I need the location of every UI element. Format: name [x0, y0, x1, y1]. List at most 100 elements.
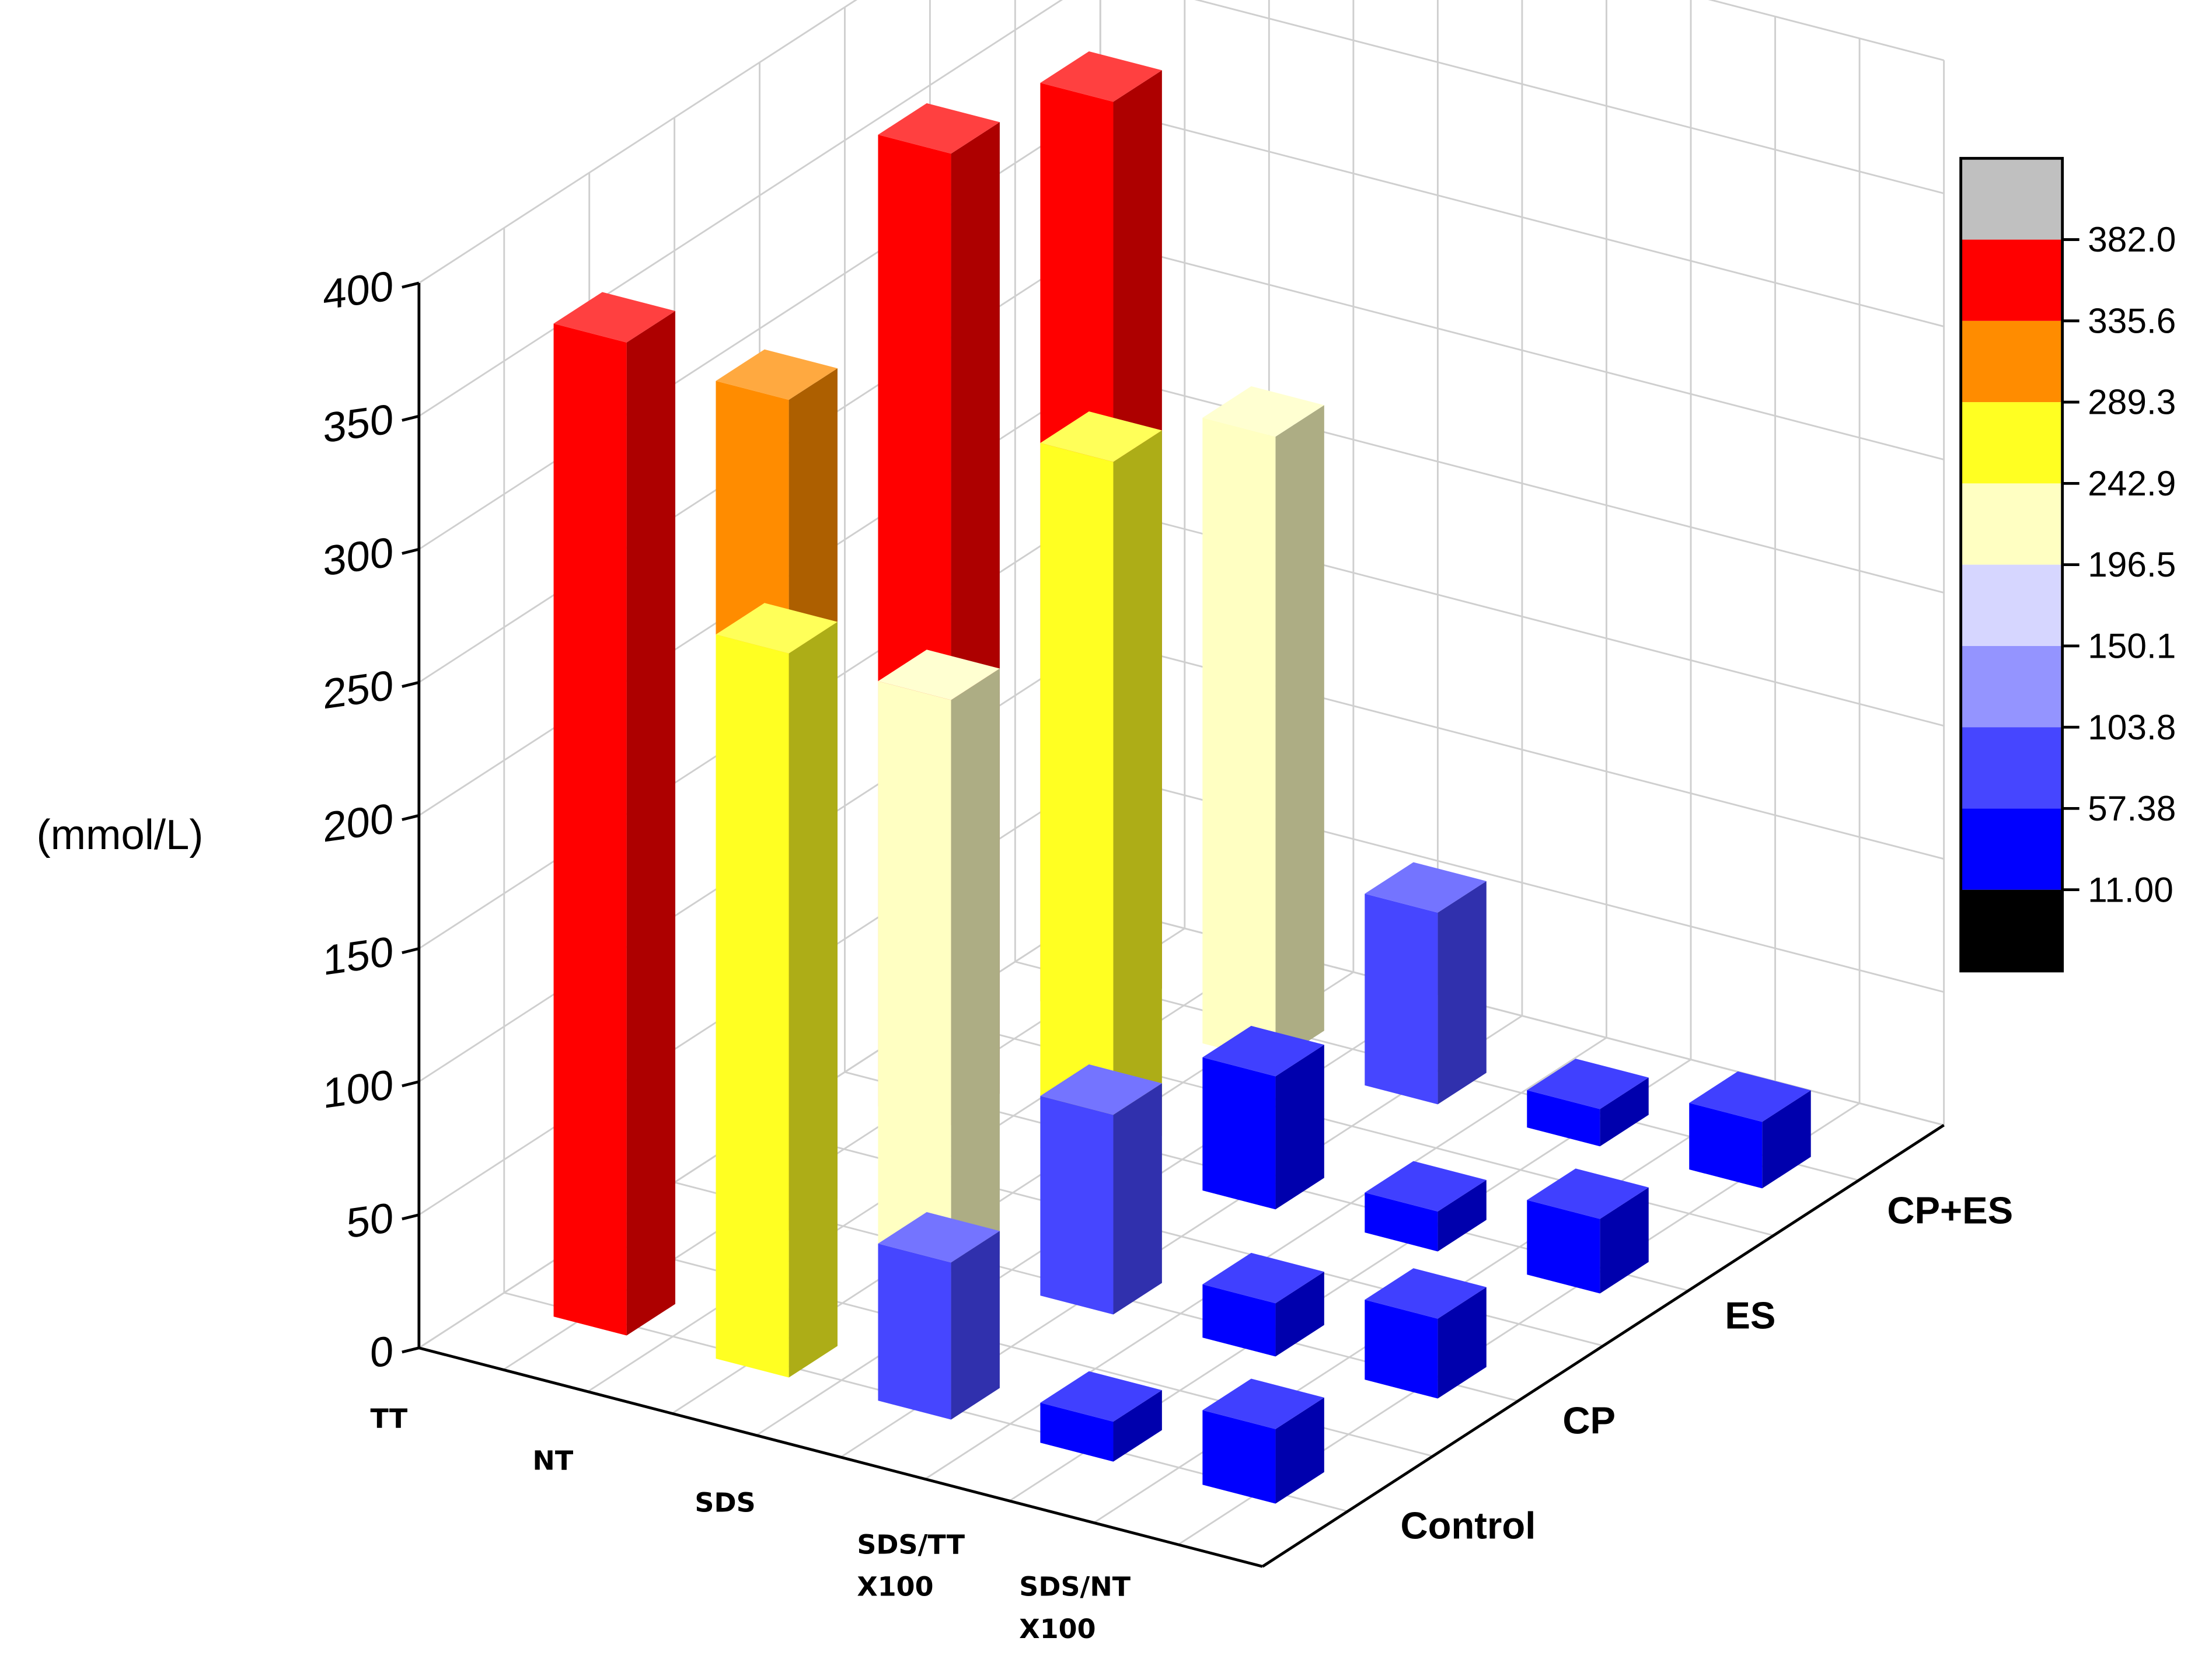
tick-mark — [402, 414, 420, 422]
bar-front — [1202, 417, 1276, 1063]
z-tick-label: 250 — [323, 661, 393, 718]
bar-top — [1040, 1064, 1162, 1115]
bar-top — [553, 292, 676, 343]
bar — [1040, 411, 1162, 1168]
bar-side — [1600, 1187, 1649, 1294]
colorbar-band — [1960, 402, 2063, 484]
bar — [1689, 1071, 1811, 1189]
x-tick-label: TT — [370, 1404, 408, 1436]
bar-side — [1113, 430, 1162, 1168]
bar — [1040, 1064, 1162, 1315]
bar-top — [1365, 1268, 1487, 1319]
bar-side — [1600, 1077, 1649, 1147]
axis-line — [1261, 1123, 1945, 1568]
colorbar-tick-label: 11.00 — [2088, 870, 2173, 909]
bar-front — [553, 323, 627, 1336]
z-tick-label: 150 — [323, 928, 393, 984]
bar-front — [1040, 1095, 1114, 1315]
bar-front — [878, 1244, 951, 1420]
z-tick-label: 350 — [323, 395, 393, 452]
colorbar-band — [1960, 564, 2063, 646]
colorbar-tick-label: 335.6 — [2088, 301, 2176, 341]
x-tick-label: SDS/TT X100 — [857, 1530, 965, 1604]
bar-front — [1527, 1200, 1600, 1294]
colorbar-tick-label: 196.5 — [2088, 544, 2176, 584]
colorbar-band — [1960, 889, 2063, 971]
z-tick-label: 0 — [370, 1327, 393, 1377]
colorbar-band — [1960, 727, 2063, 809]
bar-side — [1762, 1090, 1811, 1189]
bar — [1527, 1168, 1649, 1294]
colorbar-band — [1960, 645, 2063, 728]
grid-line — [418, 0, 858, 284]
bar-top — [1202, 386, 1324, 437]
bar-front — [1365, 893, 1438, 1105]
tick-mark — [402, 1213, 420, 1221]
colorbar-tick-label: 242.9 — [2088, 463, 2176, 503]
bar-top — [1040, 1371, 1162, 1422]
axis-line — [418, 1346, 1263, 1568]
bar-top — [716, 603, 838, 654]
tick-mark — [402, 680, 420, 688]
grid-line — [1708, 0, 1944, 61]
bar-front — [1689, 1102, 1763, 1189]
z-tick-label: 100 — [323, 1061, 393, 1118]
depth-tick-label: CP+ES — [1887, 1189, 2013, 1232]
bar-side — [788, 621, 838, 1378]
z-tick-label: 400 — [323, 262, 393, 319]
bar-side — [1275, 1397, 1324, 1504]
tick-mark — [402, 1346, 420, 1354]
tick-mark — [402, 947, 420, 955]
bar-front — [1202, 1410, 1276, 1504]
bar-top — [1202, 1252, 1324, 1304]
bar-top — [1202, 1378, 1324, 1429]
bar-side — [1275, 405, 1324, 1063]
bar-front — [1040, 1402, 1114, 1462]
bar-front — [1202, 1057, 1276, 1210]
bar — [1040, 1371, 1162, 1462]
bar-side — [951, 1231, 1000, 1420]
x-tick-label: SDS/NT X100 — [1019, 1572, 1131, 1646]
colorbar-band — [1960, 239, 2063, 321]
bar-side — [1113, 1390, 1162, 1462]
bar-top — [716, 349, 838, 400]
bar-front — [1365, 1300, 1438, 1399]
bar-side — [1275, 1272, 1324, 1357]
bar — [1202, 386, 1324, 1063]
colorbar-tick-label: 150.1 — [2088, 626, 2176, 666]
bar-top — [878, 1211, 1000, 1263]
grid-line — [1194, 0, 1944, 194]
bar — [1527, 1059, 1649, 1147]
depth-tick-label: Control — [1400, 1504, 1536, 1547]
bar — [1202, 1252, 1324, 1357]
colorbar-tick-label: 103.8 — [2088, 707, 2176, 747]
bar-side — [1275, 1045, 1324, 1210]
colorbar-band — [1960, 808, 2063, 890]
z-tick-label: 200 — [323, 795, 393, 851]
bar-top — [878, 103, 1000, 154]
z-tick-label: 50 — [347, 1194, 394, 1248]
tick-mark — [402, 1080, 420, 1088]
grid-line — [418, 0, 1063, 417]
depth-tick-label: ES — [1725, 1294, 1775, 1337]
bar-front — [878, 681, 951, 1273]
depth-tick-label: CP — [1562, 1399, 1616, 1442]
bar-top — [1040, 51, 1162, 102]
colorbar-band — [1960, 320, 2063, 403]
bar — [716, 603, 838, 1378]
bar-top — [1365, 1161, 1487, 1212]
axis-label: (mmol/L) — [36, 812, 203, 858]
colorbar-tick-label: 289.3 — [2088, 382, 2176, 422]
bar-side — [1438, 881, 1487, 1105]
bar — [1202, 1025, 1324, 1210]
bar — [1365, 1161, 1487, 1252]
bar-top — [1527, 1059, 1649, 1109]
bar-top — [1527, 1168, 1649, 1219]
bar-front — [716, 634, 789, 1378]
colorbar-tick-label: 382.0 — [2088, 219, 2176, 259]
bar-top — [1040, 411, 1162, 462]
x-tick-label: SDS — [695, 1488, 756, 1520]
bar — [553, 292, 676, 1336]
